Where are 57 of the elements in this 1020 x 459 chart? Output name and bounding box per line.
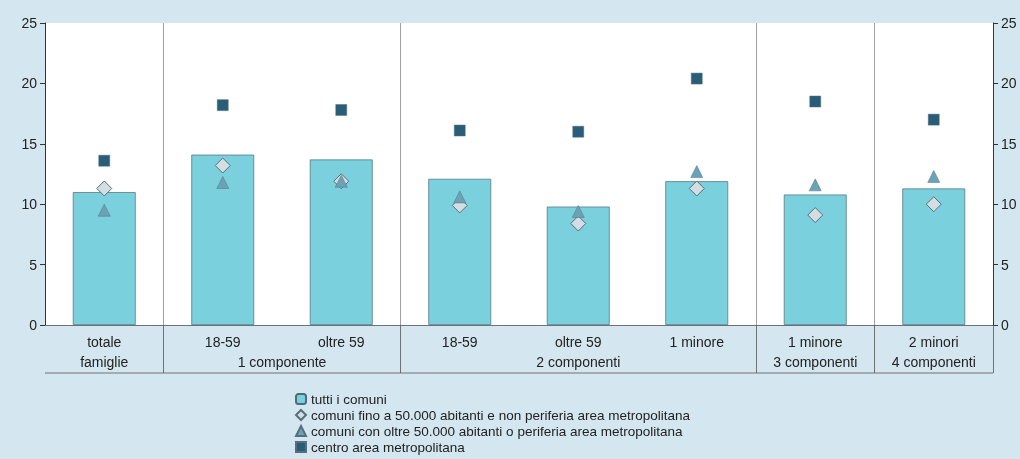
point bbox=[453, 190, 466, 204]
point bbox=[217, 99, 229, 111]
point bbox=[807, 207, 824, 224]
x-tick-label: totale bbox=[87, 334, 122, 350]
y-tick-label: 15 bbox=[21, 135, 38, 152]
y-tick-label: 5 bbox=[29, 256, 38, 273]
point bbox=[809, 95, 821, 108]
point bbox=[454, 124, 466, 137]
legend-label: comuni con oltre 50.000 abitanti o periferia area metropolitana bbox=[311, 423, 683, 439]
x-tick-label: 18-59 bbox=[441, 334, 478, 350]
x-tick-label: oltre 59 bbox=[554, 334, 602, 350]
bar bbox=[902, 188, 966, 325]
bar bbox=[783, 194, 847, 325]
y2-tick-label: 20 bbox=[1001, 75, 1017, 92]
y-tick-label: 10 bbox=[21, 196, 38, 213]
bar bbox=[309, 159, 373, 325]
y2-tick-label: 15 bbox=[1001, 135, 1017, 152]
point bbox=[96, 180, 113, 197]
point bbox=[928, 113, 940, 126]
point bbox=[572, 205, 585, 218]
y-tick-label: 25 bbox=[21, 15, 38, 31]
text: 2 componenti bbox=[536, 354, 621, 370]
bar bbox=[428, 178, 492, 325]
point bbox=[98, 203, 111, 217]
y2-tick-label: 5 bbox=[1001, 256, 1009, 273]
x-tick-label: 1 minore bbox=[669, 334, 725, 350]
point bbox=[216, 176, 229, 189]
y-tick-label: 20 bbox=[21, 75, 38, 92]
bar bbox=[665, 181, 729, 325]
text: 3 componenti bbox=[773, 354, 858, 370]
point bbox=[98, 154, 110, 167]
legend-label: centro area metropolitana bbox=[311, 439, 466, 455]
bar bbox=[191, 154, 255, 325]
x-tick-label: 18-59 bbox=[204, 334, 241, 350]
y2-tick-label: 10 bbox=[1001, 196, 1017, 213]
legend-label: tutti i comuni bbox=[311, 391, 387, 407]
text: famiglie bbox=[80, 354, 129, 370]
bar bbox=[546, 206, 610, 325]
point bbox=[572, 125, 584, 138]
y-tick-label: 0 bbox=[29, 317, 38, 333]
x-tick-label: 2 minori bbox=[908, 334, 959, 350]
point bbox=[690, 165, 703, 178]
point bbox=[927, 170, 940, 183]
y2-tick-label: 25 bbox=[1001, 15, 1017, 31]
point bbox=[688, 180, 705, 197]
point bbox=[809, 178, 822, 192]
text: 1 componente bbox=[237, 354, 327, 370]
y2-tick-label: 0 bbox=[1001, 317, 1009, 333]
point bbox=[214, 157, 231, 174]
x-tick-label: oltre 59 bbox=[317, 334, 365, 350]
text: 4 componenti bbox=[891, 354, 976, 370]
x-tick-label: 1 minore bbox=[788, 334, 843, 350]
legend-label: comuni fino a 50.000 abitanti e non periferia area metropolitana bbox=[311, 407, 691, 423]
point bbox=[691, 72, 703, 85]
point bbox=[570, 215, 587, 232]
point bbox=[335, 104, 347, 116]
point bbox=[925, 196, 942, 213]
